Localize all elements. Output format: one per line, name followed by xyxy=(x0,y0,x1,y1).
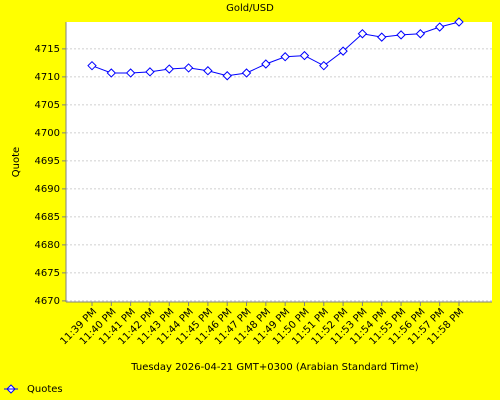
point xyxy=(377,32,387,42)
point xyxy=(87,60,97,71)
y-tick-label: 4700 xyxy=(35,128,60,139)
y-tick-label: 4690 xyxy=(35,184,60,195)
legend-label: Quotes xyxy=(27,384,63,395)
point xyxy=(338,46,348,56)
point xyxy=(203,66,213,76)
point xyxy=(164,64,174,74)
y-tick-label: 4675 xyxy=(35,268,60,279)
point xyxy=(106,68,117,78)
plot-area xyxy=(66,22,492,302)
x-axis-label: Tuesday 2026-04-21 GMT+0300 (Arabian Sta… xyxy=(130,362,419,373)
point xyxy=(222,71,232,81)
y-tick-label: 4685 xyxy=(35,212,60,223)
chart-title: Gold/USD xyxy=(226,3,274,14)
point xyxy=(261,59,271,69)
y-tick-label: 4680 xyxy=(35,240,60,251)
point xyxy=(396,30,406,40)
y-axis-label: Quote xyxy=(11,147,22,177)
point xyxy=(145,67,155,77)
point xyxy=(434,22,445,32)
y-tick-label: 4670 xyxy=(35,296,60,307)
point xyxy=(415,29,426,39)
point xyxy=(125,68,136,78)
point xyxy=(357,29,368,39)
point xyxy=(454,17,464,27)
point xyxy=(183,63,194,73)
point xyxy=(299,50,310,61)
point xyxy=(319,60,329,71)
y-tick-label: 4695 xyxy=(35,156,60,167)
point xyxy=(241,68,252,78)
point xyxy=(280,52,290,62)
y-tick-label: 4710 xyxy=(35,72,60,83)
y-tick-label: 4715 xyxy=(35,44,60,55)
y-tick-label: 4705 xyxy=(35,100,60,111)
